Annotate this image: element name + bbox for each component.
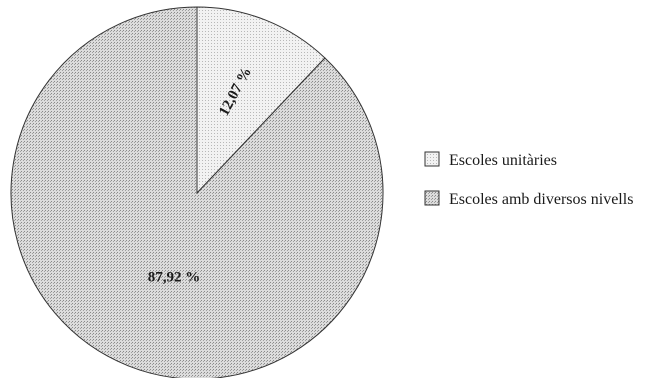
- pie-slices: [10, 6, 384, 378]
- legend-label-escoles-unitaries: Escoles unitàries: [449, 152, 557, 169]
- legend-swatch-escoles-unitaries: [424, 151, 440, 167]
- pie-slice-label-escoles-diversos-nivells: 87,92 %: [148, 269, 201, 285]
- pie-slice-escoles-unitaries: [196, 6, 326, 195]
- legend: Escoles unitàries Escoles amb diversos n…: [424, 151, 633, 208]
- legend-swatch-escoles-diversos-nivells: [424, 190, 440, 206]
- legend-label-escoles-diversos-nivells: Escoles amb diversos nivells: [449, 191, 633, 208]
- pie-slice-escoles-diversos-nivells: [10, 6, 384, 378]
